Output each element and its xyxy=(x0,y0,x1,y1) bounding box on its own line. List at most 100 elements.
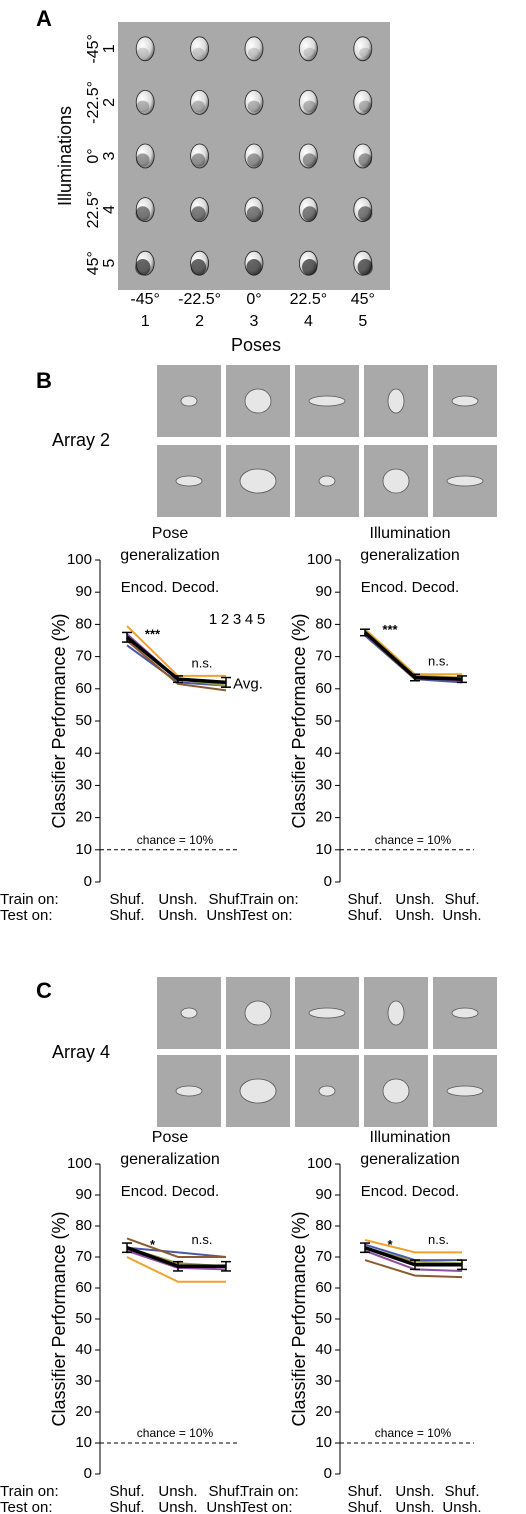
significance: * xyxy=(387,1237,393,1252)
x-tick-label: Shuf. xyxy=(347,1499,382,1514)
head-image xyxy=(135,36,155,62)
row-label: 0° xyxy=(85,148,102,163)
object-shape xyxy=(175,1085,203,1097)
head-shadow xyxy=(358,206,373,222)
x-tick-label: Unsh. xyxy=(158,891,197,908)
y-axis-title: Illuminations xyxy=(55,106,75,206)
row-label: -45° xyxy=(85,34,102,64)
column-index: 3 xyxy=(250,313,259,330)
column-index: 2 xyxy=(195,313,204,330)
column-label: -22.5° xyxy=(178,291,221,308)
head-image xyxy=(353,90,373,115)
head-shadow xyxy=(357,259,373,276)
y-tick-label: 20 xyxy=(75,1403,92,1420)
x-tick-label: Shuf. xyxy=(347,1483,382,1500)
y-tick-label: 0 xyxy=(324,1465,332,1482)
y-tick-label: 100 xyxy=(307,551,332,568)
y-tick-label: 80 xyxy=(75,1217,92,1234)
chance-label: chance = 10% xyxy=(137,1426,214,1440)
head-shadow xyxy=(136,100,150,113)
x-tick-label: Shuf. xyxy=(208,1483,243,1500)
head-shadow xyxy=(135,259,151,276)
y-tick-label: 90 xyxy=(75,583,92,600)
y-tick-label: 60 xyxy=(75,1279,92,1296)
series-line xyxy=(364,1238,462,1254)
y-axis-title: Classifier Performance (%) xyxy=(49,613,69,828)
legend-entry: 4 xyxy=(245,611,253,628)
head-shadow xyxy=(302,206,317,222)
series-line xyxy=(126,639,227,692)
column-index: 5 xyxy=(358,313,367,330)
y-tick-label: 50 xyxy=(315,712,332,729)
y-axis-title: Classifier Performance (%) xyxy=(289,613,309,828)
head-image xyxy=(135,90,155,115)
y-tick-label: 0 xyxy=(84,873,92,890)
x-tick-label: Shuf. xyxy=(109,907,144,924)
object-shape xyxy=(446,475,484,487)
significance: *** xyxy=(382,622,398,637)
chart-title: generalization xyxy=(360,547,460,564)
object-shape xyxy=(180,395,198,407)
chance-label: chance = 10% xyxy=(375,1426,452,1440)
y-tick-label: 90 xyxy=(315,1186,332,1203)
x-tick-label: Shuf. xyxy=(109,891,144,908)
x-tick-label: Unsh. xyxy=(395,1483,434,1500)
y-tick-label: 20 xyxy=(315,1403,332,1420)
row-index: 4 xyxy=(101,205,118,214)
head-image xyxy=(244,90,264,115)
object-shape xyxy=(244,388,272,414)
x-tick-label: Shuf. xyxy=(109,1483,144,1500)
row-label: 45° xyxy=(85,251,102,275)
significance: *** xyxy=(145,627,161,642)
column-label: 22.5° xyxy=(290,291,328,308)
legend-entry: 5 xyxy=(257,611,265,628)
y-tick-label: 80 xyxy=(75,615,92,632)
head-shadow xyxy=(136,153,150,167)
y-tick-label: 90 xyxy=(315,583,332,600)
row-label: 22.5° xyxy=(85,191,102,229)
y-tick-label: 60 xyxy=(315,1279,332,1296)
y-tick-label: 30 xyxy=(315,1372,332,1389)
series-line xyxy=(364,1259,463,1279)
y-axis-title: Classifier Performance (%) xyxy=(49,1211,69,1426)
x-tick-label: Unsh. xyxy=(395,891,434,908)
chart-title: Pose xyxy=(152,525,189,542)
head-shadow xyxy=(192,47,205,58)
object-shape xyxy=(451,395,479,407)
legend-entry: Avg. xyxy=(233,675,263,692)
object-shape xyxy=(308,1007,346,1019)
panel-label: B xyxy=(36,368,52,393)
object-shape xyxy=(180,1007,198,1019)
column-index: 4 xyxy=(304,313,313,330)
row-label: Test on: xyxy=(240,907,293,924)
panel-label: A xyxy=(36,6,52,31)
head-image xyxy=(353,143,373,169)
y-tick-label: 10 xyxy=(75,1434,92,1451)
chart-subtitle: Encod. Decod. xyxy=(121,579,219,596)
row-label: -22.5° xyxy=(85,81,102,124)
object-shape xyxy=(446,1085,484,1097)
y-tick-label: 0 xyxy=(84,1465,92,1482)
object-shape xyxy=(318,475,336,487)
y-tick-label: 30 xyxy=(75,1372,92,1389)
head-shadow xyxy=(358,153,373,167)
head-shadow xyxy=(191,206,206,222)
y-tick-label: 100 xyxy=(67,551,92,568)
series-line xyxy=(126,1256,226,1283)
object-shape xyxy=(239,468,277,494)
column-label: 0° xyxy=(246,291,261,308)
head-image xyxy=(298,36,318,62)
row-label: Train on: xyxy=(0,891,59,908)
head-image xyxy=(135,143,155,169)
row-label: Test on: xyxy=(0,907,53,924)
x-tick-label: Shuf. xyxy=(347,907,382,924)
object-shape xyxy=(382,468,410,494)
y-axis-title: Classifier Performance (%) xyxy=(289,1211,309,1426)
legend-entry: 1 xyxy=(209,611,217,628)
y-tick-label: 60 xyxy=(315,680,332,697)
row-label: Test on: xyxy=(0,1499,53,1514)
y-tick-label: 80 xyxy=(315,615,332,632)
object-shape xyxy=(308,395,346,407)
